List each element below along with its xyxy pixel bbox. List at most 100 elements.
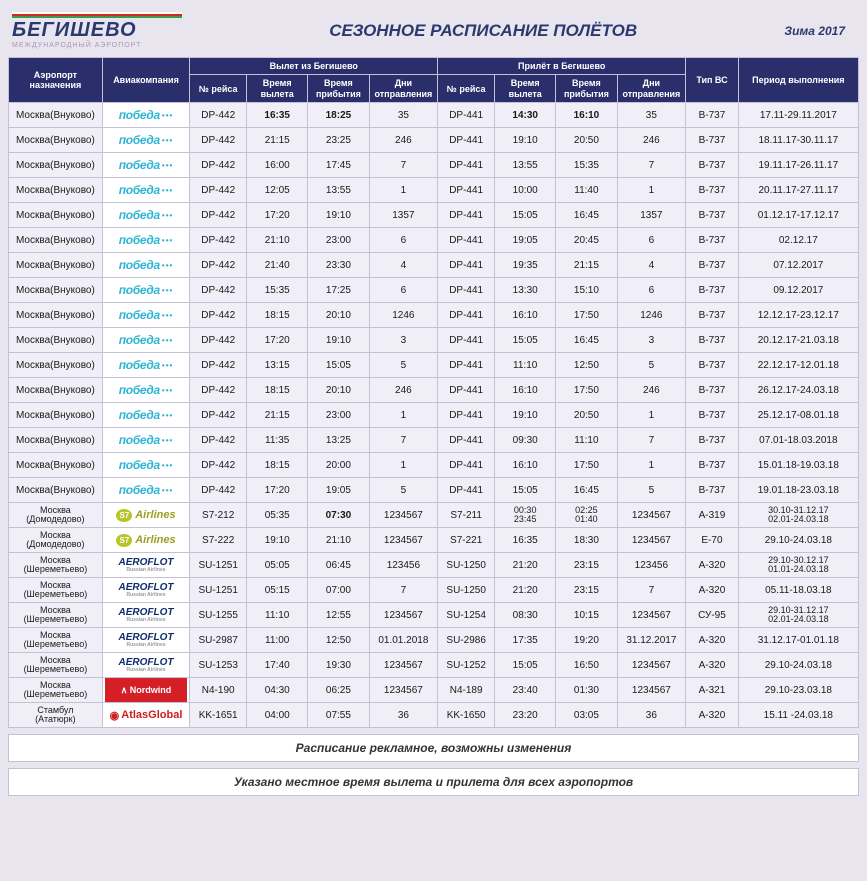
cell-dest: Москва(Домодедово) [9, 503, 103, 528]
cell-out-arr: 21:10 [308, 528, 369, 553]
airport-logo: БЕГИШЕВО МЕЖДУНАРОДНЫЙ АЭРОПОРТ [8, 12, 182, 49]
pobeda-logo: победа••• [105, 354, 187, 376]
cell-in-arr: 17:50 [556, 453, 617, 478]
cell-in-dep: 00:3023:45 [495, 503, 556, 528]
cell-period: 09.12.2017 [738, 278, 858, 303]
cell-out-days: 6 [369, 228, 438, 253]
cell-airline: победа••• [102, 128, 189, 153]
cell-period: 02.12.17 [738, 228, 858, 253]
pobeda-logo: победа••• [105, 404, 187, 426]
cell-in-days: 1234567 [617, 678, 686, 703]
cell-out-dep: 17:20 [247, 478, 308, 503]
cell-out-flight: SU-1253 [190, 653, 247, 678]
cell-dest: Москва(Внуково) [9, 428, 103, 453]
cell-airline: победа••• [102, 303, 189, 328]
cell-dest: Москва(Внуково) [9, 178, 103, 203]
pobeda-logo: победа••• [105, 204, 187, 226]
cell-in-flight: KK-1650 [438, 703, 495, 728]
aeroflot-logo: AEROFLOTRussian Airlines [105, 579, 187, 601]
cell-airline: победа••• [102, 178, 189, 203]
col-out-days: Дни отправления [369, 75, 438, 103]
cell-in-dep: 21:20 [495, 553, 556, 578]
cell-airline: победа••• [102, 478, 189, 503]
cell-out-dep: 21:15 [247, 403, 308, 428]
table-row: Москва(Внуково)победа•••DP-44216:3518:25… [9, 103, 859, 128]
cell-dest: Москва(Внуково) [9, 228, 103, 253]
cell-dest: Москва(Шереметьево) [9, 578, 103, 603]
cell-dest: Москва(Домодедово) [9, 528, 103, 553]
cell-in-dep: 11:10 [495, 353, 556, 378]
cell-out-dep: 16:00 [247, 153, 308, 178]
cell-dest: Москва(Шереметьево) [9, 678, 103, 703]
cell-in-arr: 21:15 [556, 253, 617, 278]
cell-in-days: 4 [617, 253, 686, 278]
cell-ac: B-737 [686, 203, 738, 228]
cell-in-days: 1 [617, 403, 686, 428]
cell-out-flight: DP-442 [190, 428, 247, 453]
cell-in-dep: 10:00 [495, 178, 556, 203]
col-in-days: Дни отправления [617, 75, 686, 103]
cell-period: 20.12.17-21.03.18 [738, 328, 858, 353]
cell-ac: A-320 [686, 653, 738, 678]
cell-in-flight: SU-1254 [438, 603, 495, 628]
cell-period: 07.01-18.03.2018 [738, 428, 858, 453]
cell-in-flight: DP-441 [438, 378, 495, 403]
cell-airline: победа••• [102, 228, 189, 253]
footnote-1: Расписание рекламное, возможны изменения [8, 734, 859, 762]
cell-out-dep: 18:15 [247, 378, 308, 403]
pobeda-logo: победа••• [105, 229, 187, 251]
cell-out-arr: 07:00 [308, 578, 369, 603]
cell-in-days: 246 [617, 128, 686, 153]
cell-in-flight: DP-441 [438, 303, 495, 328]
cell-out-flight: DP-442 [190, 278, 247, 303]
cell-in-flight: DP-441 [438, 453, 495, 478]
cell-out-dep: 16:35 [247, 103, 308, 128]
cell-out-days: 1 [369, 453, 438, 478]
cell-ac: A-321 [686, 678, 738, 703]
cell-period: 18.11.17-30.11.17 [738, 128, 858, 153]
pobeda-logo: победа••• [105, 329, 187, 351]
table-row: Москва(Внуково)победа•••DP-44215:3517:25… [9, 278, 859, 303]
cell-out-flight: KK-1651 [190, 703, 247, 728]
cell-airline: ◉AtlasGlobal [102, 703, 189, 728]
col-in-dep: Время вылета [495, 75, 556, 103]
cell-dest: Москва(Внуково) [9, 453, 103, 478]
cell-ac: B-737 [686, 353, 738, 378]
cell-out-arr: 19:10 [308, 203, 369, 228]
cell-out-dep: 15:35 [247, 278, 308, 303]
cell-in-arr: 20:50 [556, 128, 617, 153]
cell-ac: B-737 [686, 478, 738, 503]
cell-out-days: 1234567 [369, 503, 438, 528]
cell-period: 26.12.17-24.03.18 [738, 378, 858, 403]
col-in-flight: № рейса [438, 75, 495, 103]
cell-out-arr: 06:25 [308, 678, 369, 703]
cell-in-arr: 15:10 [556, 278, 617, 303]
cell-in-flight: N4-189 [438, 678, 495, 703]
cell-out-days: 4 [369, 253, 438, 278]
pobeda-logo: победа••• [105, 304, 187, 326]
cell-out-days: 36 [369, 703, 438, 728]
cell-airline: S7Airlines [102, 528, 189, 553]
cell-in-arr: 11:40 [556, 178, 617, 203]
cell-airline: победа••• [102, 153, 189, 178]
cell-ac: B-737 [686, 153, 738, 178]
cell-in-dep: 15:05 [495, 478, 556, 503]
table-row: Москва(Внуково)победа•••DP-44213:1515:05… [9, 353, 859, 378]
cell-in-dep: 19:05 [495, 228, 556, 253]
cell-out-dep: 21:15 [247, 128, 308, 153]
cell-dest: Москва(Внуково) [9, 153, 103, 178]
cell-out-arr: 23:00 [308, 228, 369, 253]
cell-in-dep: 19:10 [495, 403, 556, 428]
cell-out-dep: 11:00 [247, 628, 308, 653]
cell-airline: AEROFLOTRussian Airlines [102, 578, 189, 603]
cell-out-dep: 19:10 [247, 528, 308, 553]
cell-out-arr: 17:25 [308, 278, 369, 303]
table-row: Москва(Внуково)победа•••DP-44211:3513:25… [9, 428, 859, 453]
cell-out-flight: SU-1255 [190, 603, 247, 628]
cell-dest: Москва(Внуково) [9, 303, 103, 328]
pobeda-logo: победа••• [105, 279, 187, 301]
cell-in-dep: 13:55 [495, 153, 556, 178]
s7-logo: S7Airlines [105, 529, 187, 551]
cell-out-dep: 05:05 [247, 553, 308, 578]
aeroflot-logo: AEROFLOTRussian Airlines [105, 554, 187, 576]
